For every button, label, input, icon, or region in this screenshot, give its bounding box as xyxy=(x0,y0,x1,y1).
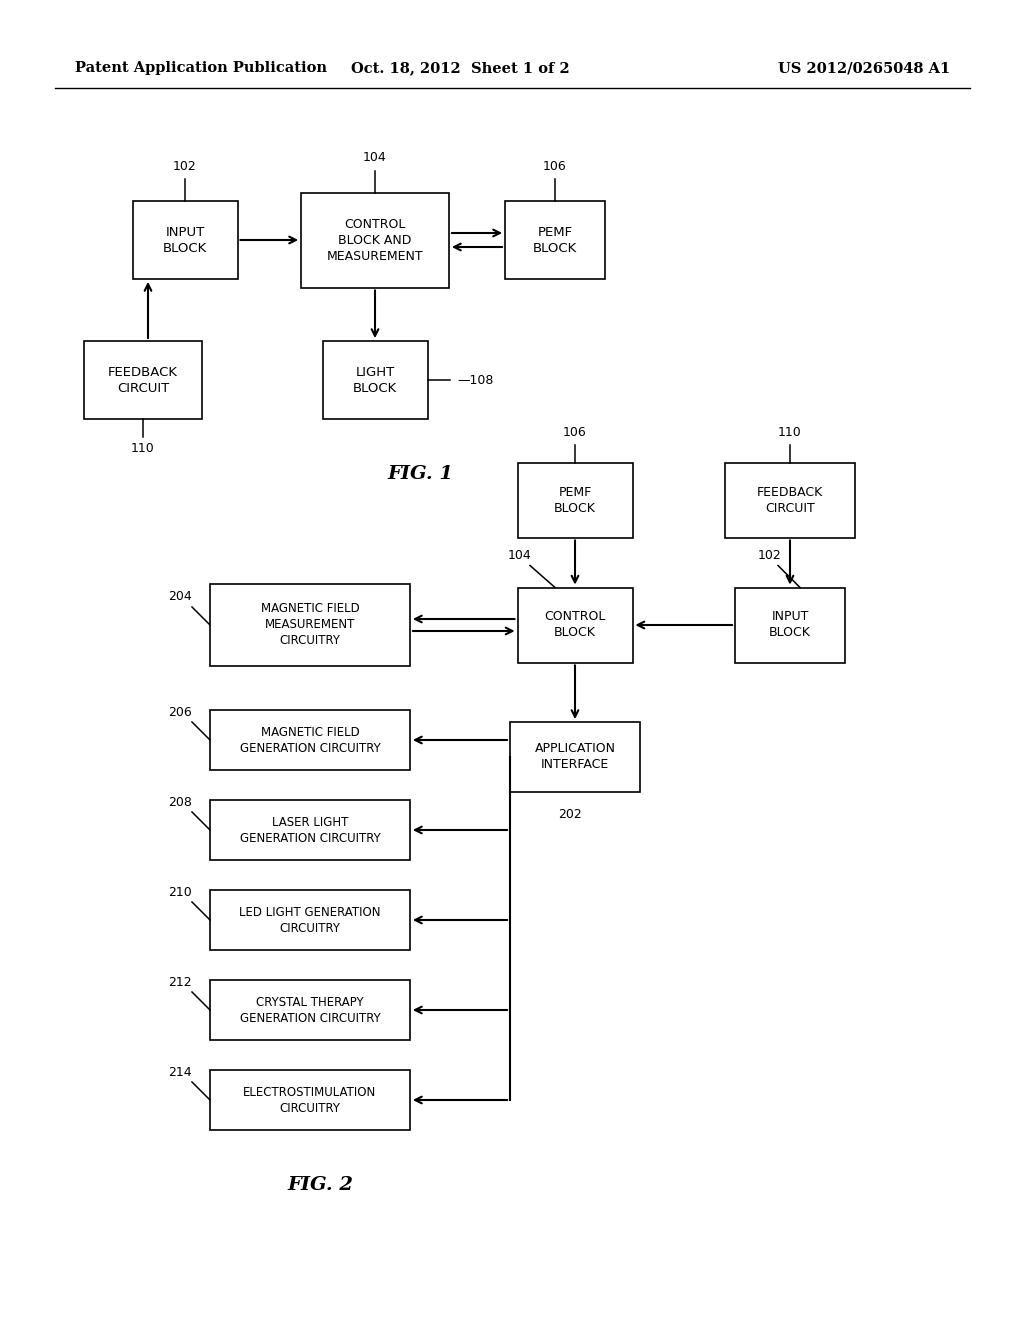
Bar xyxy=(210,710,410,770)
Bar xyxy=(517,462,633,537)
Text: LED LIGHT GENERATION
CIRCUITRY: LED LIGHT GENERATION CIRCUITRY xyxy=(240,906,381,935)
Text: 202: 202 xyxy=(558,808,582,821)
Text: 212: 212 xyxy=(168,975,191,989)
Text: —108: —108 xyxy=(458,374,494,387)
Text: 210: 210 xyxy=(168,886,191,899)
Text: 104: 104 xyxy=(364,150,387,164)
Text: 102: 102 xyxy=(173,160,197,173)
Text: PEMF
BLOCK: PEMF BLOCK xyxy=(554,486,596,515)
Bar xyxy=(210,1071,410,1130)
Text: INPUT
BLOCK: INPUT BLOCK xyxy=(163,226,207,255)
Bar xyxy=(323,341,427,418)
Text: 208: 208 xyxy=(168,796,191,808)
Bar xyxy=(735,587,845,663)
Text: CONTROL
BLOCK AND
MEASUREMENT: CONTROL BLOCK AND MEASUREMENT xyxy=(327,218,423,263)
Bar xyxy=(210,800,410,861)
Text: 106: 106 xyxy=(543,160,567,173)
Text: CRYSTAL THERAPY
GENERATION CIRCUITRY: CRYSTAL THERAPY GENERATION CIRCUITRY xyxy=(240,995,380,1024)
Text: US 2012/0265048 A1: US 2012/0265048 A1 xyxy=(778,61,950,75)
Text: Oct. 18, 2012  Sheet 1 of 2: Oct. 18, 2012 Sheet 1 of 2 xyxy=(350,61,569,75)
Text: 206: 206 xyxy=(168,705,191,718)
Bar xyxy=(210,979,410,1040)
Bar xyxy=(505,201,605,279)
Text: INPUT
BLOCK: INPUT BLOCK xyxy=(769,610,811,639)
Text: 104: 104 xyxy=(508,549,531,562)
Text: 106: 106 xyxy=(563,426,587,440)
Text: MAGNETIC FIELD
MEASUREMENT
CIRCUITRY: MAGNETIC FIELD MEASUREMENT CIRCUITRY xyxy=(261,602,359,648)
Bar xyxy=(301,193,449,288)
Text: 110: 110 xyxy=(131,442,155,455)
Bar xyxy=(510,722,640,792)
Text: CONTROL
BLOCK: CONTROL BLOCK xyxy=(545,610,605,639)
Text: ELECTROSTIMULATION
CIRCUITRY: ELECTROSTIMULATION CIRCUITRY xyxy=(244,1085,377,1114)
Text: FEEDBACK
CIRCUIT: FEEDBACK CIRCUIT xyxy=(757,486,823,515)
Bar xyxy=(725,462,855,537)
Text: FIG. 1: FIG. 1 xyxy=(387,465,453,483)
Text: Patent Application Publication: Patent Application Publication xyxy=(75,61,327,75)
Bar xyxy=(84,341,202,418)
Text: MAGNETIC FIELD
GENERATION CIRCUITRY: MAGNETIC FIELD GENERATION CIRCUITRY xyxy=(240,726,380,755)
Text: APPLICATION
INTERFACE: APPLICATION INTERFACE xyxy=(535,742,615,771)
Text: FEEDBACK
CIRCUIT: FEEDBACK CIRCUIT xyxy=(108,366,178,395)
Text: 214: 214 xyxy=(168,1065,191,1078)
Text: LASER LIGHT
GENERATION CIRCUITRY: LASER LIGHT GENERATION CIRCUITRY xyxy=(240,816,380,845)
Bar xyxy=(132,201,238,279)
Bar xyxy=(210,583,410,667)
Bar xyxy=(517,587,633,663)
Text: PEMF
BLOCK: PEMF BLOCK xyxy=(532,226,578,255)
Bar xyxy=(210,890,410,950)
Text: FIG. 2: FIG. 2 xyxy=(287,1176,353,1195)
Text: 204: 204 xyxy=(168,590,191,603)
Text: 102: 102 xyxy=(758,549,782,562)
Text: LIGHT
BLOCK: LIGHT BLOCK xyxy=(353,366,397,395)
Text: 110: 110 xyxy=(778,426,802,440)
